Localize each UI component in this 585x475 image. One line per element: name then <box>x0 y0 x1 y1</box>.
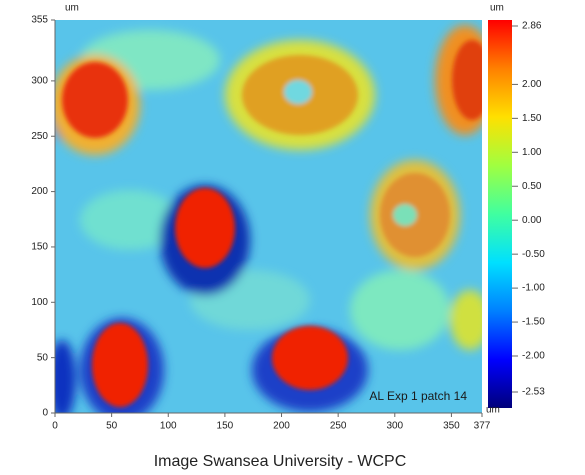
x-tick-label: 100 <box>160 421 177 432</box>
colorbar-tick-label: 0.00 <box>522 215 542 226</box>
x-tick-label: 300 <box>386 421 403 432</box>
y-tick-label: 300 <box>31 76 48 87</box>
y-unit: um <box>65 3 79 14</box>
page: {"chart_data": {"type": "heatmap", "x_un… <box>0 0 585 475</box>
colorbar-tick-label: -2.00 <box>522 351 545 362</box>
colorbar-tick-label: -0.50 <box>522 249 545 260</box>
colorbar-tick-label: -2.53 <box>522 387 545 398</box>
heatmap-image <box>48 20 495 422</box>
y-tick-label: 100 <box>31 297 48 308</box>
x-tick-label: 200 <box>273 421 290 432</box>
y-tick-label: 355 <box>31 15 48 26</box>
y-tick-label: 0 <box>42 408 48 419</box>
y-tick-label: 150 <box>31 242 48 253</box>
colorbar-tick-label: 1.00 <box>522 147 542 158</box>
y-tick-label: 200 <box>31 186 48 197</box>
y-tick-label: 250 <box>31 131 48 142</box>
colorbar <box>488 20 512 408</box>
colorbar-tick-label: 1.50 <box>522 113 542 124</box>
x-unit: um <box>486 405 500 416</box>
colorbar-tick-label: -1.00 <box>522 283 545 294</box>
colorbar-unit: um <box>490 3 504 14</box>
annotation: AL Exp 1 patch 14 <box>369 389 467 403</box>
colorbar-tick-label: -1.50 <box>522 317 545 328</box>
colorbar-tick-label: 2.86 <box>522 21 542 32</box>
caption: Image Swansea University - WCPC <box>154 453 407 470</box>
colorbar-tick-label: 0.50 <box>522 181 542 192</box>
x-tick-label: 377 <box>474 421 491 432</box>
x-tick-label: 0 <box>52 421 58 432</box>
x-tick-label: 150 <box>217 421 234 432</box>
x-tick-label: 50 <box>106 421 118 432</box>
chart: um um um AL Exp 1 patch 14 Image Swansea… <box>0 0 585 475</box>
x-tick-label: 250 <box>330 421 347 432</box>
y-tick-label: 50 <box>37 352 49 363</box>
x-tick-label: 350 <box>443 421 460 432</box>
colorbar-tick-label: 2.00 <box>522 79 542 90</box>
